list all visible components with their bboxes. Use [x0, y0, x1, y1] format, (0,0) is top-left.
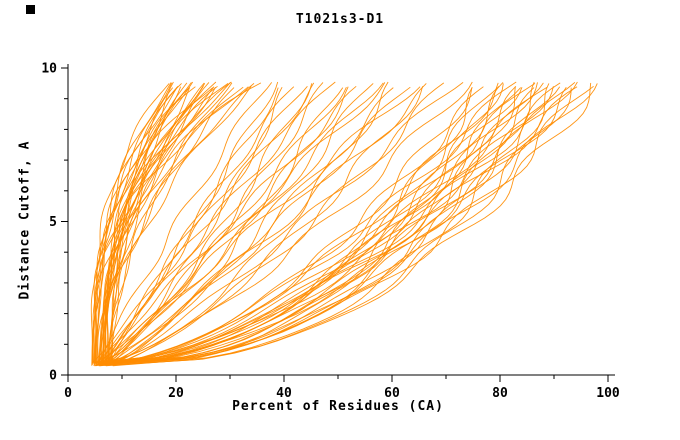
gdt-curve	[98, 82, 315, 366]
y-tick-label: 5	[49, 215, 57, 230]
gdt-curve	[98, 87, 235, 364]
x-axis-label: Percent of Residues (CA)	[232, 399, 444, 414]
gdt-curve	[94, 82, 262, 366]
gdt-curve	[113, 86, 561, 364]
gdt-curve	[96, 85, 357, 363]
gdt-curve	[104, 83, 427, 367]
gdt-curve	[94, 83, 536, 367]
gdt-curve	[98, 83, 550, 367]
gdt-curve	[105, 81, 336, 365]
gdt-curve	[103, 82, 384, 366]
gdt-curve	[100, 82, 538, 366]
gdt-curve	[100, 83, 374, 367]
gdt-curve	[96, 81, 473, 365]
gdt-curve	[104, 86, 249, 364]
x-tick-label: 40	[276, 386, 292, 401]
gdt-curve	[90, 83, 170, 366]
gdt-curve	[107, 82, 445, 366]
gdt-curve	[111, 83, 255, 366]
gdt-curve	[101, 83, 206, 366]
gdt-curve	[105, 83, 598, 367]
gdt-curve	[109, 82, 233, 366]
gdt-curve	[101, 82, 561, 366]
gdt-curve	[97, 82, 273, 366]
gdt-curve	[95, 86, 554, 364]
y-tick-label: 0	[49, 369, 57, 384]
gdt-curve	[108, 86, 252, 363]
x-tick-label: 80	[492, 386, 508, 401]
gdt-curve	[95, 81, 232, 365]
gdt-curve	[108, 82, 592, 366]
gdt-curve	[105, 82, 576, 366]
gdt-curve	[110, 86, 548, 364]
x-tick-label: 60	[384, 386, 400, 401]
gdt-curve	[92, 86, 308, 363]
gdt-curves	[90, 81, 598, 367]
gdt-curve	[93, 86, 349, 364]
gdt-curve	[102, 86, 244, 364]
gdt-curve	[108, 81, 578, 365]
gdt-curve	[95, 83, 313, 367]
x-tick-label: 0	[64, 386, 72, 401]
gdt-curve	[92, 87, 214, 364]
chart-title: T1021s3-D1	[295, 12, 385, 27]
x-tick-label: 100	[596, 386, 620, 401]
gdt-curve	[112, 85, 517, 364]
axes	[61, 64, 615, 382]
gdt-curve	[99, 86, 578, 364]
gdt-curve	[102, 85, 594, 364]
gdt-curve	[102, 82, 324, 366]
gdt-curve	[96, 86, 567, 364]
gdt-curve	[97, 86, 421, 364]
gdt-curve	[99, 81, 517, 365]
gdt-curve	[106, 87, 523, 364]
corner-marker	[26, 5, 35, 14]
y-tick-label: 10	[41, 62, 57, 77]
gdt-curve	[97, 82, 544, 366]
x-tick-label: 20	[168, 386, 184, 401]
gdt-curve	[109, 81, 389, 365]
gdt-curve	[111, 82, 464, 366]
gdt-curve	[111, 87, 347, 364]
gdt-curve	[94, 86, 411, 364]
tick-labels: 0 20 40 60 80 100 0 5 10	[41, 62, 620, 402]
gdt-curve	[110, 86, 295, 364]
gdt-curve	[93, 82, 499, 366]
gdt-curve	[112, 83, 504, 367]
